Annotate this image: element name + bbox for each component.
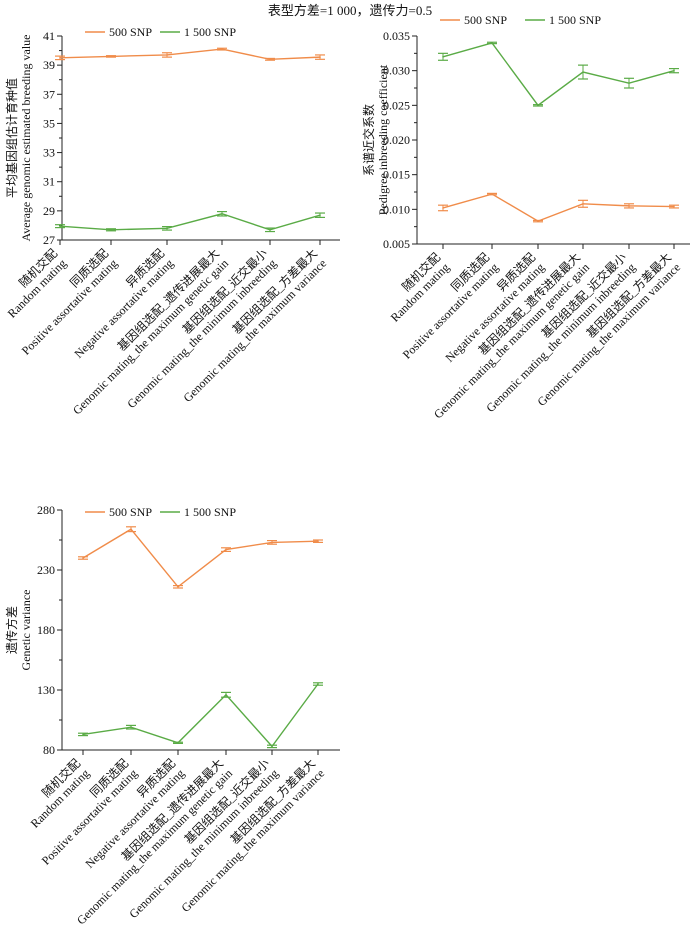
data-point: [673, 69, 675, 72]
data-point: [225, 694, 227, 696]
series-line-1500snp: [82, 683, 319, 748]
legend-label: 500 SNP: [109, 505, 152, 519]
y-tick-label: 280: [37, 503, 55, 517]
series-line-1500snp: [59, 213, 321, 231]
legend-label: 1 500 SNP: [184, 505, 236, 519]
data-point: [59, 225, 61, 227]
series-line-500snp: [59, 48, 321, 61]
data-point: [491, 193, 493, 195]
data-point: [317, 683, 319, 685]
y-tick-label: 0.035: [383, 29, 410, 43]
y-tick-label: 0.025: [383, 98, 410, 112]
data-point: [319, 56, 321, 58]
y-axis-label-en: Pedigree inbreeding coefficient: [376, 64, 390, 215]
data-point: [582, 202, 584, 205]
series-line-500snp: [82, 528, 319, 588]
y-tick-label: 33: [43, 146, 55, 160]
legend-label: 500 SNP: [464, 13, 507, 27]
y-axis-label-en: Average genomic estimated breeding value: [19, 34, 33, 241]
data-point: [271, 541, 273, 544]
legend-label: 500 SNP: [109, 25, 152, 39]
legend-label: 1 500 SNP: [549, 13, 601, 27]
data-point: [491, 42, 493, 44]
data-point: [130, 726, 132, 728]
y-tick-label: 27: [43, 233, 55, 247]
data-point: [269, 58, 271, 61]
data-point: [110, 229, 112, 231]
legend-label: 1 500 SNP: [184, 25, 236, 39]
y-axis-label-cn: 遗传方差: [4, 606, 19, 654]
data-point: [166, 54, 168, 56]
y-tick-label: 80: [43, 743, 55, 757]
y-tick-label: 0.005: [383, 237, 410, 251]
data-point: [166, 227, 168, 230]
y-tick-label: 0.010: [383, 202, 410, 216]
data-point: [537, 104, 539, 107]
y-axis-label-cn: 系谱近交系数: [361, 104, 376, 176]
y-tick-label: 180: [37, 623, 55, 637]
data-point: [442, 207, 444, 209]
data-point: [319, 214, 321, 217]
data-point: [269, 229, 271, 231]
data-point: [221, 212, 223, 215]
data-point: [628, 205, 630, 207]
data-point: [582, 71, 584, 73]
data-point: [225, 548, 227, 551]
figure-title: 表型方差=1 000，遗传力=0.5: [267, 3, 433, 18]
y-tick-label: 0.020: [383, 133, 410, 147]
y-tick-label: 41: [43, 29, 55, 43]
y-tick-label: 0.015: [383, 168, 410, 182]
series-line-500snp: [442, 193, 675, 222]
y-tick-label: 31: [43, 175, 55, 189]
y-tick-label: 39: [43, 58, 55, 72]
data-point: [442, 56, 444, 58]
y-tick-label: 35: [43, 116, 55, 130]
y-tick-label: 29: [43, 204, 55, 218]
data-point: [317, 540, 319, 542]
data-point: [59, 57, 61, 59]
data-point: [537, 220, 539, 222]
y-tick-label: 0.030: [383, 64, 410, 78]
data-point: [82, 557, 84, 559]
data-point: [673, 205, 675, 208]
data-point: [221, 48, 223, 50]
y-axis-label-cn: 平均基因组估计育种值: [4, 78, 19, 198]
y-tick-label: 230: [37, 563, 55, 577]
y-axis-label-en: Genetic variance: [19, 590, 33, 671]
y-tick-label: 37: [43, 87, 55, 101]
chart-2: 0.0050.0100.0150.0200.0250.0300.035随机交配R…: [361, 13, 690, 421]
data-point: [130, 528, 132, 530]
data-point: [628, 82, 630, 84]
data-point: [177, 586, 179, 588]
data-point: [110, 55, 112, 58]
data-point: [177, 742, 179, 744]
y-tick-label: 130: [37, 683, 55, 697]
data-point: [271, 745, 273, 748]
data-point: [82, 733, 84, 736]
series-line-1500snp: [442, 42, 675, 107]
